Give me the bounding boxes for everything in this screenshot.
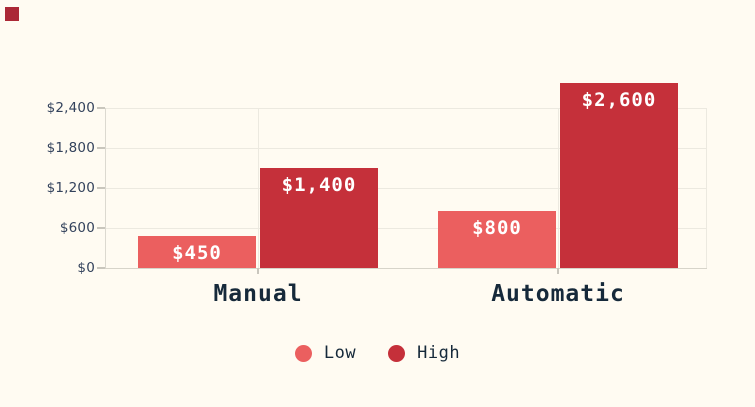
gridline-horizontal bbox=[105, 267, 707, 269]
bar-value-label: $800 bbox=[472, 217, 522, 239]
legend-swatch-circle bbox=[294, 344, 312, 362]
bar-value-label: $1,400 bbox=[281, 174, 357, 196]
bar-value-label: $2,600 bbox=[581, 89, 657, 111]
legend-item-label: High bbox=[417, 343, 461, 363]
y-axis-tick-label: $1,800 bbox=[46, 140, 95, 156]
gridline-vertical bbox=[257, 108, 259, 268]
y-axis-line bbox=[105, 108, 106, 268]
gridline-horizontal bbox=[105, 227, 707, 229]
chart-legend: Low High bbox=[0, 343, 755, 363]
gridline-horizontal bbox=[105, 147, 707, 149]
y-axis-tick-label: $0 bbox=[77, 260, 95, 276]
bar-automatic-high[interactable]: $2,600 bbox=[560, 83, 678, 268]
x-axis-tick bbox=[557, 268, 559, 274]
bar-manual-high[interactable]: $1,400 bbox=[260, 168, 378, 268]
y-axis-tick bbox=[97, 267, 105, 269]
y-axis-tick bbox=[97, 227, 105, 229]
gridline-horizontal bbox=[105, 187, 707, 189]
legend-item-label: Low bbox=[323, 343, 357, 363]
y-axis-tick-label: $600 bbox=[59, 220, 95, 236]
bar-automatic-low[interactable]: $800 bbox=[438, 211, 556, 268]
gridline-horizontal bbox=[105, 107, 707, 109]
gridline-vertical bbox=[557, 108, 559, 268]
bar-value-label: $450 bbox=[172, 242, 222, 264]
x-axis-category-label: Manual bbox=[213, 281, 303, 307]
x-axis-category-label: Automatic bbox=[491, 281, 625, 307]
legend-swatch-circle bbox=[388, 344, 406, 362]
x-axis-tick bbox=[257, 268, 259, 274]
y-axis-tick bbox=[97, 107, 105, 109]
y-axis-tick bbox=[97, 187, 105, 189]
plot-right-border bbox=[706, 108, 707, 268]
bar-manual-low[interactable]: $450 bbox=[138, 236, 256, 268]
brand-corner-mark bbox=[5, 7, 19, 21]
legend-item-high[interactable]: High bbox=[388, 343, 460, 363]
y-axis-tick-label: $1,200 bbox=[46, 180, 95, 196]
y-axis-tick bbox=[97, 147, 105, 149]
y-axis-tick-label: $2,400 bbox=[46, 100, 95, 116]
legend-item-low[interactable]: Low bbox=[294, 343, 357, 363]
